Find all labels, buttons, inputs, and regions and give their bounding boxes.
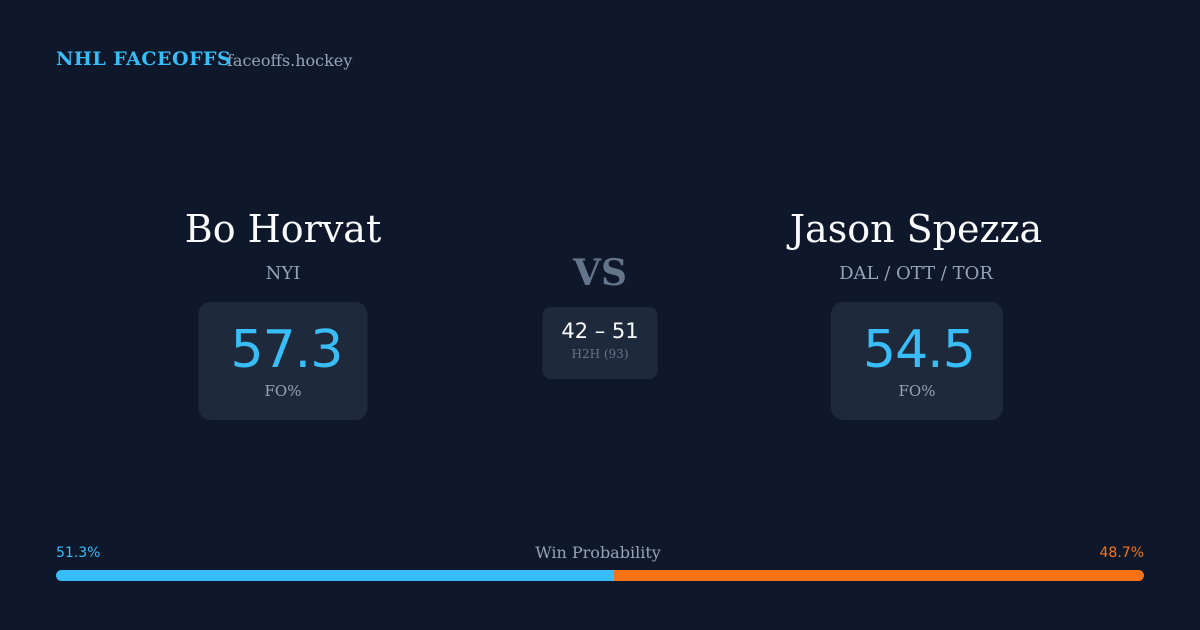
brand: NHL FACEOFFS (56, 48, 232, 70)
h2h-card: 42 – 51 H2H (93) (542, 307, 658, 379)
player-team: NYI (265, 263, 301, 284)
fo-pct: 57.3 (230, 320, 344, 380)
fo-pct: 54.5 (863, 320, 976, 380)
prob-bar (56, 570, 1144, 581)
h2h-score: 42 – 51 (561, 319, 639, 343)
player-name: Bo Horvat (184, 207, 382, 251)
fo-card: 54.5 FO% (831, 302, 1003, 420)
prob-segment (56, 570, 615, 581)
prob-title: Win Probability (535, 543, 661, 562)
vs: VS (573, 252, 627, 294)
fo-card: 57.3 FO% (198, 302, 368, 420)
fo-label: FO% (264, 382, 302, 400)
prob-label: 51.3% (56, 545, 101, 561)
player-team: DAL / OTT / TOR (839, 263, 993, 284)
player-name: Jason Spezza (789, 207, 1043, 251)
h2h-label: H2H (93) (571, 347, 629, 361)
fo-label: FO% (898, 382, 936, 400)
site: faceoffs.hockey (227, 51, 353, 70)
prob-segment (614, 570, 1144, 581)
prob-label: 48.7% (1099, 545, 1144, 561)
